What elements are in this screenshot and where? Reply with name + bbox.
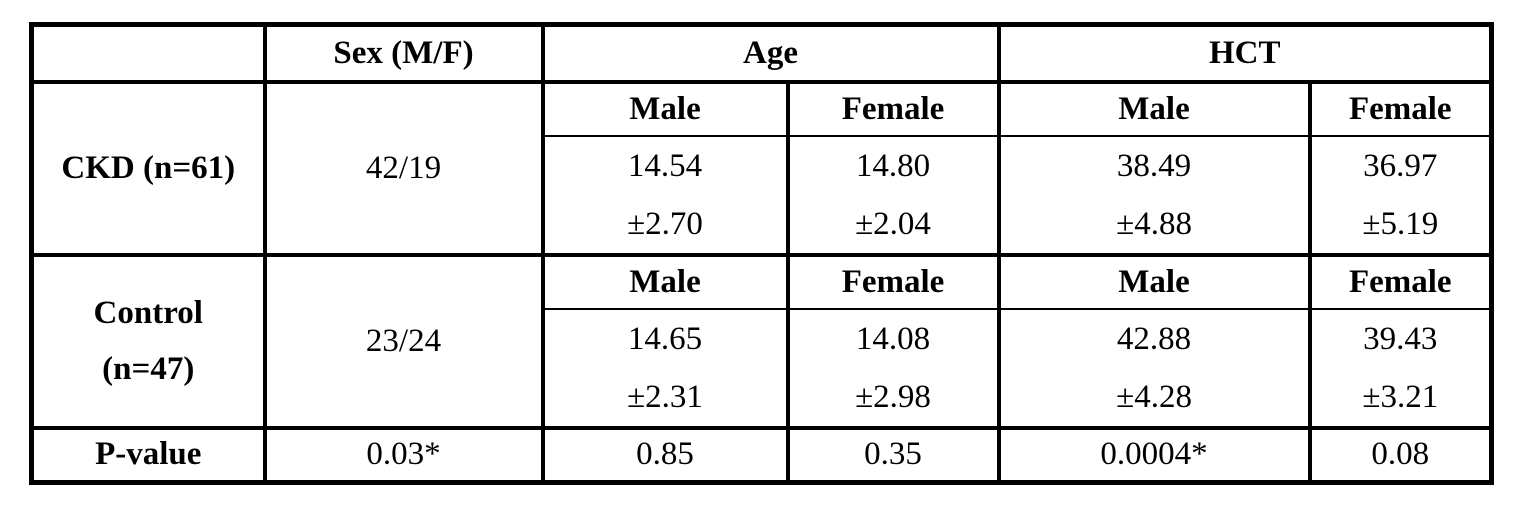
ckd-values-row: 14.54 ±2.70 14.80 ±2.04 38.49 ±4.88 36.9…: [32, 134, 1494, 257]
col-header-sex: Sex (M/F): [262, 22, 545, 84]
col-header-hct: HCT: [996, 22, 1494, 84]
control-label-line2: (n=47): [102, 351, 195, 387]
ckd-age-male-sd: ±2.70: [627, 205, 703, 242]
control-subheader-row: Control (n=47) 23/24 Male Female Male Fe…: [29, 252, 1494, 430]
ckd-hct-female-mean: 36.97: [1363, 147, 1438, 184]
subheader-control-hct-male: Male: [996, 252, 1312, 310]
subheader-ckd-age-male: Male: [540, 79, 790, 137]
subheader-ckd-hct-female: Female: [1307, 79, 1494, 137]
col-header-age: Age: [540, 22, 1001, 84]
cell-pvalue-hct-male: 0.0004*: [996, 425, 1312, 485]
control-hct-male-sd: ±4.28: [1116, 378, 1192, 415]
subheader-control-age-male: Male: [540, 252, 790, 310]
ckd-hct-male-sd: ±4.88: [1116, 205, 1192, 242]
demographics-table: Sex (M/F) Age HCT CKD (n=61) 42/19 Male …: [29, 22, 1495, 485]
cell-control-hct-female: 39.43 ±3.21: [1307, 307, 1494, 430]
corner-cell: [29, 22, 267, 84]
cell-ckd-age-male: 14.54 ±2.70: [540, 134, 790, 257]
cell-pvalue-age-male: 0.85: [540, 425, 790, 485]
control-label-line1: Control: [93, 295, 203, 331]
control-hct-female-sd: ±3.21: [1362, 378, 1439, 415]
ckd-hct-female-sd: ±5.19: [1362, 205, 1439, 242]
control-values-row: 14.65 ±2.31 14.08 ±2.98 42.88 ±4.28 39.4…: [32, 307, 1494, 430]
cell-control-age-male: 14.65 ±2.31: [540, 307, 790, 430]
control-age-male-sd: ±2.31: [627, 378, 703, 415]
control-age-female-sd: ±2.98: [855, 378, 931, 415]
control-hct-female-mean: 39.43: [1363, 320, 1438, 357]
cell-ckd-age-female: 14.80 ±2.04: [785, 134, 1001, 257]
row-label-pvalue: P-value: [29, 425, 267, 485]
ckd-age-female-mean: 14.80: [855, 147, 931, 184]
row-label-ckd: CKD (n=61): [29, 79, 267, 257]
cell-pvalue-hct-female: 0.08: [1307, 425, 1494, 485]
control-age-female-mean: 14.08: [855, 320, 931, 357]
cell-pvalue-sex: 0.03*: [262, 425, 545, 485]
cell-ckd-hct-female: 36.97 ±5.19: [1307, 134, 1494, 257]
control-age-male-mean: 14.65: [627, 320, 703, 357]
cell-pvalue-age-female: 0.35: [785, 425, 1001, 485]
ckd-hct-male-mean: 38.49: [1116, 147, 1192, 184]
cell-control-age-female: 14.08 ±2.98: [785, 307, 1001, 430]
ckd-age-male-mean: 14.54: [627, 147, 703, 184]
subheader-ckd-hct-male: Male: [996, 79, 1312, 137]
cell-ckd-sex-ratio: 42/19: [262, 79, 545, 257]
pvalue-row: P-value 0.03* 0.85 0.35 0.0004* 0.08: [29, 425, 1494, 485]
header-row: Sex (M/F) Age HCT: [29, 22, 1494, 84]
row-label-control: Control (n=47): [29, 252, 267, 430]
cell-control-hct-male: 42.88 ±4.28: [996, 307, 1312, 430]
demographics-table-wrap: Sex (M/F) Age HCT CKD (n=61) 42/19 Male …: [29, 22, 1495, 485]
control-hct-male-mean: 42.88: [1116, 320, 1192, 357]
subheader-control-age-female: Female: [785, 252, 1001, 310]
ckd-age-female-sd: ±2.04: [855, 205, 931, 242]
ckd-subheader-row: CKD (n=61) 42/19 Male Female Male Female: [29, 79, 1494, 257]
subheader-ckd-age-female: Female: [785, 79, 1001, 137]
subheader-control-hct-female: Female: [1307, 252, 1494, 310]
cell-control-sex-ratio: 23/24: [262, 252, 545, 430]
cell-ckd-hct-male: 38.49 ±4.88: [996, 134, 1312, 257]
